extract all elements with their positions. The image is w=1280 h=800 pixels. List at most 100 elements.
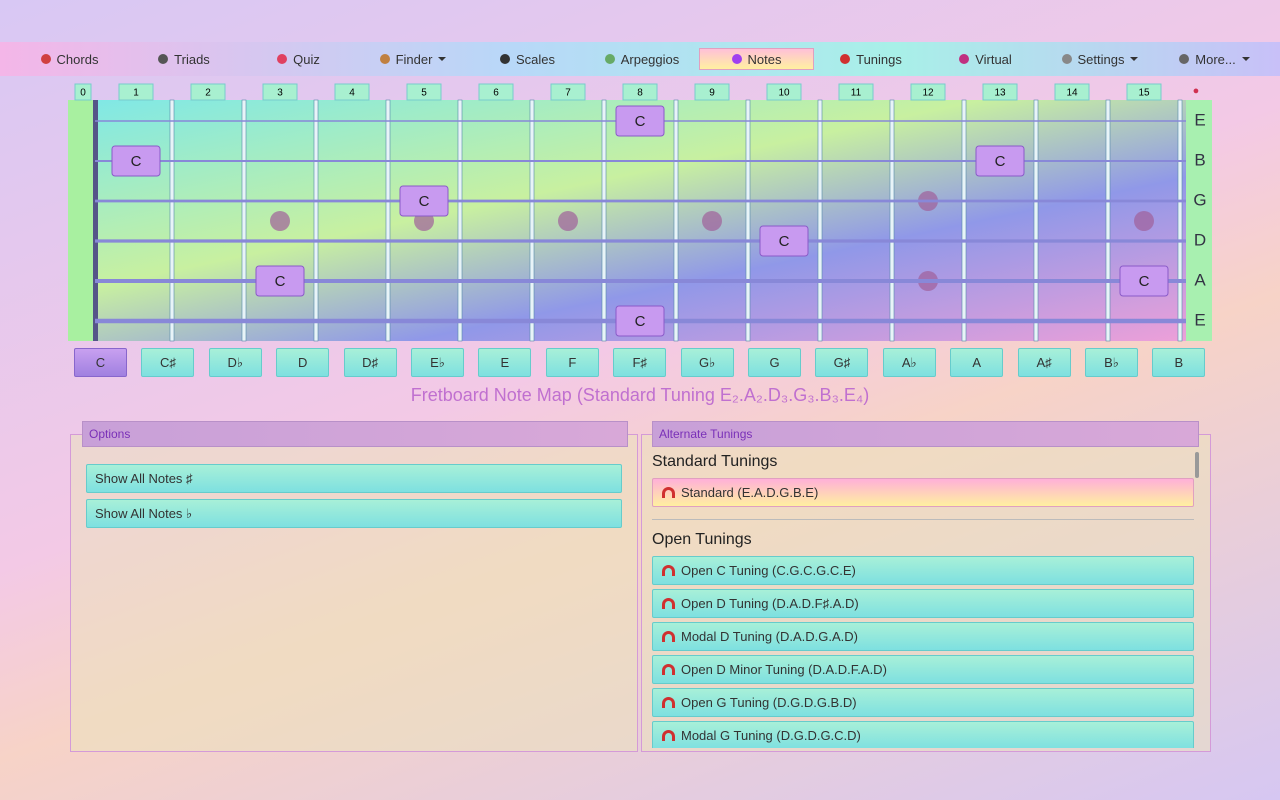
fret-number: 2 [205,88,211,99]
tuning-item[interactable]: Open D Minor Tuning (D.A.D.F.A.D) [652,655,1194,684]
panel-header: Options [82,421,628,447]
nav-icon [840,54,851,64]
note-button[interactable]: B♭ [1085,348,1138,377]
fret-wire [889,99,895,342]
note-marker-label: C [779,233,790,250]
note-button[interactable]: C [74,348,127,377]
fret-number: 12 [922,88,934,99]
fret-wire [1105,99,1111,342]
nav-item[interactable]: Triads [127,48,242,70]
nav-item[interactable]: Scales [470,48,585,70]
note-button[interactable]: G♭ [680,348,734,377]
nav-icon [499,54,510,64]
nav-icon [1061,54,1072,64]
note-button[interactable]: A [950,348,1004,377]
note-button[interactable]: B [1152,348,1206,377]
note-marker[interactable] [1119,265,1169,297]
nav-item[interactable]: Finder [356,48,471,70]
nav-item[interactable]: Quiz [241,48,356,70]
fret-wire [817,99,823,342]
tuning-item[interactable]: Open D Tuning (D.A.D.F♯.A.D) [652,589,1194,618]
tuning-item[interactable]: Standard (E.A.D.G.B.E) [652,478,1194,507]
note-button[interactable]: E [478,348,532,377]
note-button[interactable]: D [276,348,330,377]
note-button[interactable]: F♯ [613,348,667,377]
nav-item[interactable]: Virtual [928,48,1043,70]
note-button[interactable]: F [545,348,599,377]
note-marker-label: C [995,153,1006,170]
panel-header: Alternate Tunings [652,421,1199,447]
tuning-item[interactable]: Modal D Tuning (D.A.D.G.A.D) [652,622,1194,651]
fretboard-wood [68,100,1212,341]
fret-number-box [118,83,154,101]
nav-label: Finder [395,51,433,67]
fret-wire [529,99,535,342]
nut-area [68,100,94,341]
nav-item[interactable]: More... [1157,48,1272,70]
nav-item[interactable]: Settings [1043,48,1158,70]
fret-number-box [478,83,514,101]
nav-icon [1179,54,1190,64]
tuning-icon [662,697,675,708]
nav-item[interactable]: Notes [699,48,814,70]
fret-number: 5 [421,88,427,99]
tuning-item[interactable]: Open C Tuning (C.G.C.G.C.E) [652,556,1194,585]
fret-number-box [910,83,946,101]
note-marker-label: C [275,273,286,290]
note-button[interactable]: D♯ [343,348,397,377]
inlay-dot [270,211,290,231]
fret-number-box [74,83,92,101]
note-button[interactable]: G [748,348,801,377]
note-marker[interactable] [111,145,161,177]
fret-number: 15 [1138,88,1150,99]
note-button[interactable]: A♯ [1017,348,1071,377]
nav-label: Chords [56,51,99,67]
nav-item[interactable]: Chords [12,48,127,70]
nav-item[interactable]: Arpeggios [585,48,700,70]
fret-wire [961,99,967,342]
note-marker-label: C [1139,273,1150,290]
pin-icon[interactable]: ● [1193,85,1200,97]
note-button[interactable]: G♯ [815,348,869,377]
nav-bar: Chords Triads Quiz Finder Scales Arpeggios Not… [0,42,1280,76]
fret-wire [673,99,679,342]
nav-label: Settings [1077,51,1125,67]
note-button[interactable]: A♭ [882,348,936,377]
nav-label: Quiz [293,51,320,67]
fret-number-box [550,83,586,101]
string-label: A [1194,270,1206,289]
nav-icon [604,54,615,64]
string-label: E [1194,110,1205,129]
note-marker[interactable] [255,265,305,297]
fret-wire [241,99,247,342]
fret-number: 8 [637,88,643,99]
note-marker[interactable] [759,225,809,257]
group-heading: Open Tunings [652,531,752,548]
group-heading: Standard Tunings [652,453,778,470]
nav-item[interactable]: Tunings [814,48,929,70]
string-label: E [1194,310,1205,329]
note-button[interactable]: C♯ [141,348,195,377]
fret-number-box [838,83,874,101]
tunings-list: Standard Tunings Standard (E.A.D.G.B.E) Op… [646,450,1198,748]
scrollbar[interactable] [1195,452,1199,478]
fret-wire [601,99,607,342]
dropdown-caret [1130,57,1139,61]
option-button[interactable]: Show All Notes ♯ [86,464,622,493]
tuning-item[interactable]: Modal G Tuning (D.G.D.G.C.D) [652,721,1194,748]
fret-wire [313,99,319,342]
note-marker[interactable] [615,305,665,337]
tuning-item[interactable]: Open G Tuning (D.G.D.G.B.D) [652,688,1194,717]
nav-label: Virtual [975,51,1012,67]
tuning-icon [662,664,675,675]
note-button[interactable]: E♭ [411,348,464,377]
option-button[interactable]: Show All Notes ♭ [86,499,622,528]
note-marker[interactable] [975,145,1025,177]
nav-label: Arpeggios [620,51,680,67]
string-label: G [1193,190,1206,209]
note-marker[interactable] [615,105,665,137]
note-button[interactable]: D♭ [208,348,262,377]
note-marker[interactable] [399,185,449,217]
fret-wire [457,99,463,342]
